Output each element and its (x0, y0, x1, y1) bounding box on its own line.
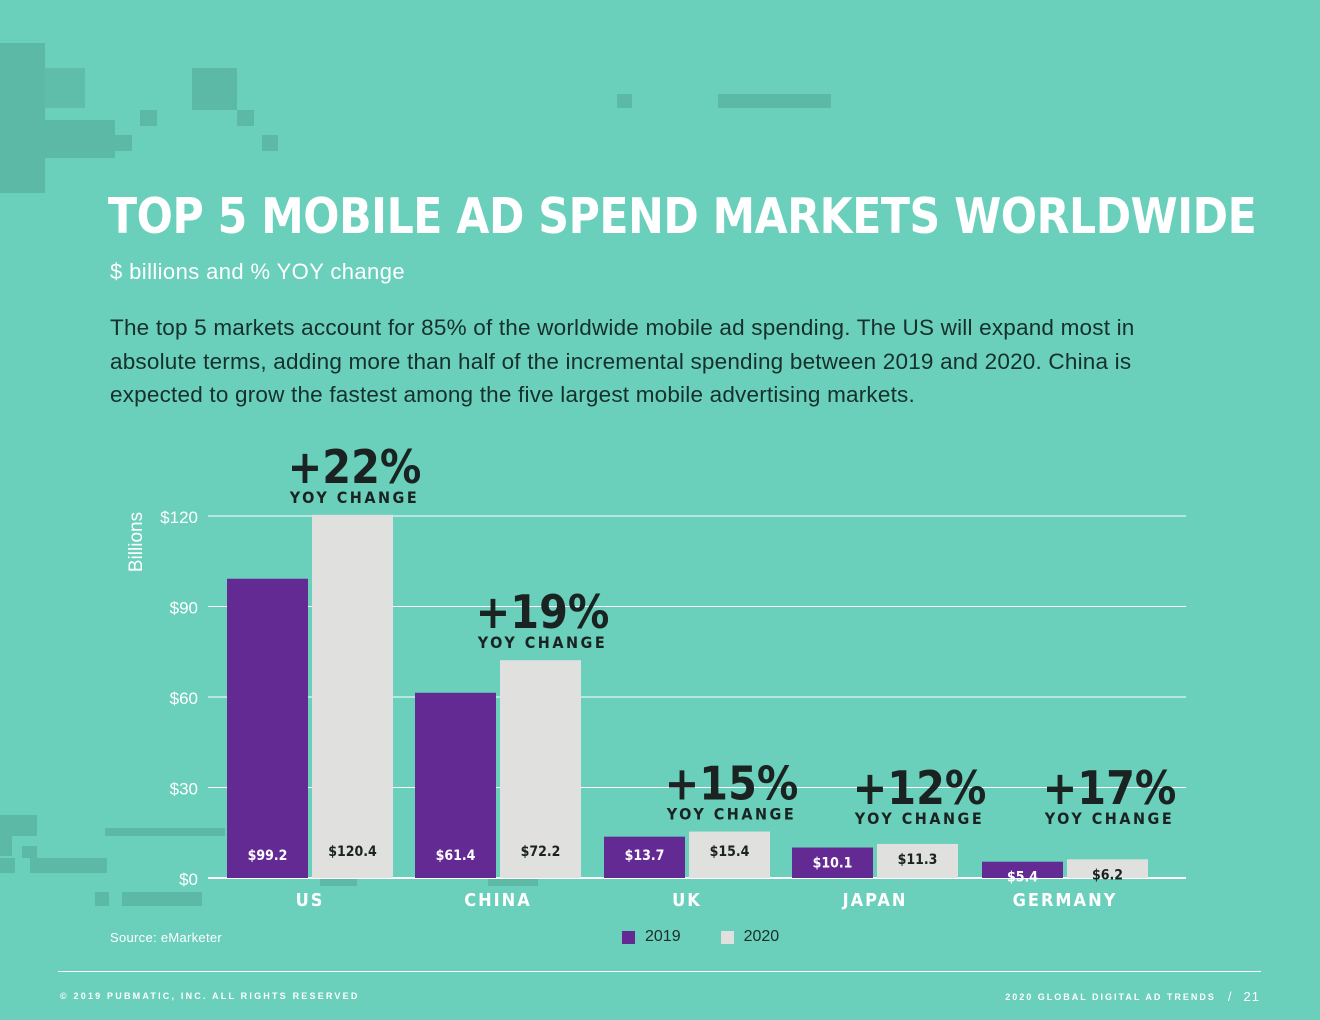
x-category-label: CHINA (464, 890, 532, 911)
data-label-2019: $99.2 (248, 848, 288, 864)
yoy-change-value: +12% (853, 761, 987, 815)
data-label-2020: $120.4 (328, 844, 377, 860)
data-label-2019: $5.4 (1007, 870, 1038, 886)
legend-item-2020: 2020 (720, 928, 780, 946)
data-label-2019: $13.7 (625, 848, 665, 864)
data-label-2019: $10.1 (813, 856, 853, 872)
y-tick-label: $0 (179, 870, 198, 889)
yoy-change-value: +19% (476, 585, 610, 639)
footer-separator: / (1227, 989, 1232, 1004)
legend-swatch-2019 (622, 930, 635, 944)
x-category-label: JAPAN (842, 890, 908, 911)
page-title: TOP 5 MOBILE AD SPEND MARKETS WORLDWIDE (108, 188, 1257, 245)
y-tick-label: $120 (160, 508, 198, 527)
legend-swatch-2020 (720, 930, 734, 944)
yoy-change-caption: YOY CHANGE (666, 805, 796, 824)
footer-divider (58, 971, 1261, 972)
yoy-change-value: +22% (288, 440, 422, 494)
yoy-change-caption: YOY CHANGE (1044, 809, 1174, 828)
chart-legend: 2019 2020 (622, 928, 819, 946)
page-number: 21 (1243, 989, 1260, 1004)
bar-2020 (877, 843, 958, 878)
footer-right: 2020 GLOBAL DIGITAL AD TRENDS / 21 (1005, 989, 1260, 1004)
legend-label-2020: 2020 (743, 928, 780, 945)
data-label-2019: $61.4 (436, 848, 476, 864)
x-category-label: UK (672, 890, 702, 911)
bar-2019 (604, 836, 685, 878)
x-category-label: GERMANY (1013, 890, 1118, 911)
bar-2020 (500, 660, 581, 878)
y-tick-label: $30 (170, 780, 198, 799)
yoy-change-value: +17% (1043, 761, 1177, 815)
y-axis-label: Billions (126, 512, 147, 572)
bar-2019 (415, 692, 496, 878)
bar-2020 (1067, 859, 1148, 878)
bar-2019 (792, 847, 873, 878)
bar-2019 (227, 578, 308, 878)
page-subtitle: $ billions and % YOY change (110, 259, 405, 284)
bar-2020 (312, 514, 393, 878)
yoy-change-caption: YOY CHANGE (477, 633, 607, 652)
data-label-2020: $15.4 (710, 844, 750, 860)
data-label-2020: $11.3 (898, 852, 938, 868)
legend-label-2019: 2019 (645, 928, 681, 945)
bar-2019 (982, 861, 1063, 878)
yoy-change-value: +15% (665, 757, 799, 811)
footer-document-title: 2020 GLOBAL DIGITAL AD TRENDS (1005, 991, 1216, 1002)
footer-copyright: © 2019 PUBMATIC, INC. ALL RIGHTS RESERVE… (60, 991, 360, 1001)
bar-2020 (689, 831, 770, 878)
x-category-label: US (296, 890, 325, 911)
data-label-2020: $6.2 (1092, 867, 1123, 883)
data-label-2020: $72.2 (521, 844, 561, 860)
y-tick-label: $60 (170, 689, 198, 708)
source-note: Source: eMarketer (110, 930, 223, 945)
yoy-change-caption: YOY CHANGE (854, 809, 984, 828)
y-tick-label: $90 (170, 599, 198, 618)
yoy-change-caption: YOY CHANGE (289, 488, 419, 507)
description-paragraph: The top 5 markets account for 85% of the… (110, 315, 1135, 407)
legend-item-2019: 2019 (622, 928, 681, 946)
